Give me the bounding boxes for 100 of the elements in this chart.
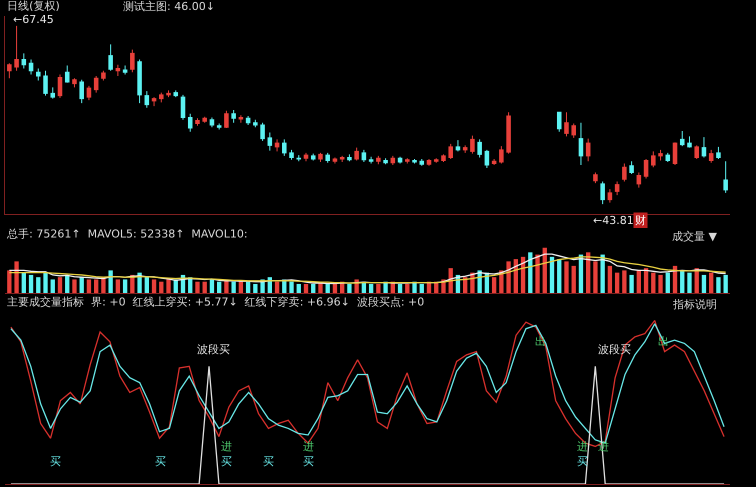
candlestick xyxy=(325,152,330,164)
candlestick xyxy=(426,158,432,166)
candlestick xyxy=(556,112,562,132)
bar xyxy=(195,282,200,293)
candlestick xyxy=(137,58,142,104)
candlestick xyxy=(702,136,706,158)
bar xyxy=(58,277,62,293)
candlestick xyxy=(629,160,634,175)
candlestick xyxy=(64,64,70,84)
candlestick xyxy=(246,115,250,126)
candlestick xyxy=(586,138,590,162)
bar xyxy=(152,279,156,293)
candlestick xyxy=(636,172,642,188)
annotation: 买 xyxy=(50,455,61,468)
bar xyxy=(608,266,612,293)
bar xyxy=(723,274,728,293)
candlestick xyxy=(622,162,627,182)
bar xyxy=(528,252,532,293)
bar xyxy=(246,282,250,293)
candlestick xyxy=(390,155,396,166)
candlestick xyxy=(108,44,113,72)
candlestick xyxy=(43,70,48,96)
bar xyxy=(304,284,308,293)
annotation: 进 xyxy=(577,440,588,453)
annotation: 进 xyxy=(221,440,232,453)
candlestick xyxy=(340,155,344,162)
bar xyxy=(36,277,40,293)
bar xyxy=(651,272,656,293)
candlestick xyxy=(210,116,214,128)
bar xyxy=(253,284,258,293)
candlestick xyxy=(644,158,648,180)
candlestick xyxy=(608,188,612,204)
bar xyxy=(72,279,77,293)
bar xyxy=(666,272,670,293)
bar xyxy=(636,270,641,293)
bar xyxy=(238,282,244,293)
bar xyxy=(376,284,381,293)
candlestick xyxy=(296,154,302,162)
bar xyxy=(514,259,518,293)
chart-title: 总手: 75261↑ MAVOL5: 52338↑ MAVOL10: xyxy=(6,228,248,241)
bar xyxy=(694,268,699,293)
candlestick xyxy=(79,79,84,104)
bar xyxy=(65,274,70,293)
candlestick xyxy=(492,158,496,166)
candlestick xyxy=(224,110,229,129)
bar xyxy=(326,284,330,293)
candlestick xyxy=(506,112,511,154)
bar xyxy=(600,254,605,293)
bar xyxy=(658,274,663,293)
annotation: 买 xyxy=(155,455,166,468)
candlestick xyxy=(122,64,128,76)
bar xyxy=(86,279,92,293)
bar xyxy=(709,272,714,293)
annotation: 进 xyxy=(303,440,314,453)
bar xyxy=(311,284,316,293)
candlestick xyxy=(672,142,678,166)
annotation: 买 xyxy=(221,455,232,468)
candlestick xyxy=(260,122,265,142)
candlestick xyxy=(94,76,98,94)
candlestick xyxy=(216,123,222,130)
bar xyxy=(622,270,627,293)
bar xyxy=(94,279,98,293)
bar xyxy=(593,261,598,293)
candlestick xyxy=(159,92,164,103)
candlestick xyxy=(238,114,244,124)
candlestick xyxy=(368,156,374,164)
bar xyxy=(80,277,84,293)
bar xyxy=(542,248,547,293)
bar xyxy=(122,279,128,293)
bar xyxy=(629,274,634,293)
annotation: 买 xyxy=(263,455,274,468)
bar xyxy=(680,270,684,293)
candlestick xyxy=(708,149,714,164)
candlestick xyxy=(694,144,699,160)
bar xyxy=(368,284,374,293)
candlestick xyxy=(680,130,685,147)
candlestick xyxy=(383,158,388,165)
bar xyxy=(166,279,171,293)
bar xyxy=(159,282,164,293)
bar xyxy=(420,284,424,293)
candlestick xyxy=(347,154,352,162)
bar xyxy=(289,282,294,293)
candlestick xyxy=(419,158,424,166)
candlestick xyxy=(362,149,366,162)
candlestick xyxy=(50,86,56,100)
candlestick xyxy=(354,147,359,161)
annotation: ←67.45 xyxy=(13,13,54,26)
candlestick xyxy=(130,49,135,73)
bar xyxy=(492,277,496,293)
candlestick xyxy=(202,116,207,124)
bar xyxy=(332,284,338,293)
candlestick xyxy=(282,138,287,156)
candlestick xyxy=(101,70,106,82)
candlestick xyxy=(658,149,663,161)
candlestick xyxy=(188,113,192,132)
candlestick xyxy=(441,154,446,162)
candlestick xyxy=(22,52,26,69)
bar xyxy=(448,268,453,293)
bar xyxy=(144,277,149,293)
bar xyxy=(268,277,272,293)
